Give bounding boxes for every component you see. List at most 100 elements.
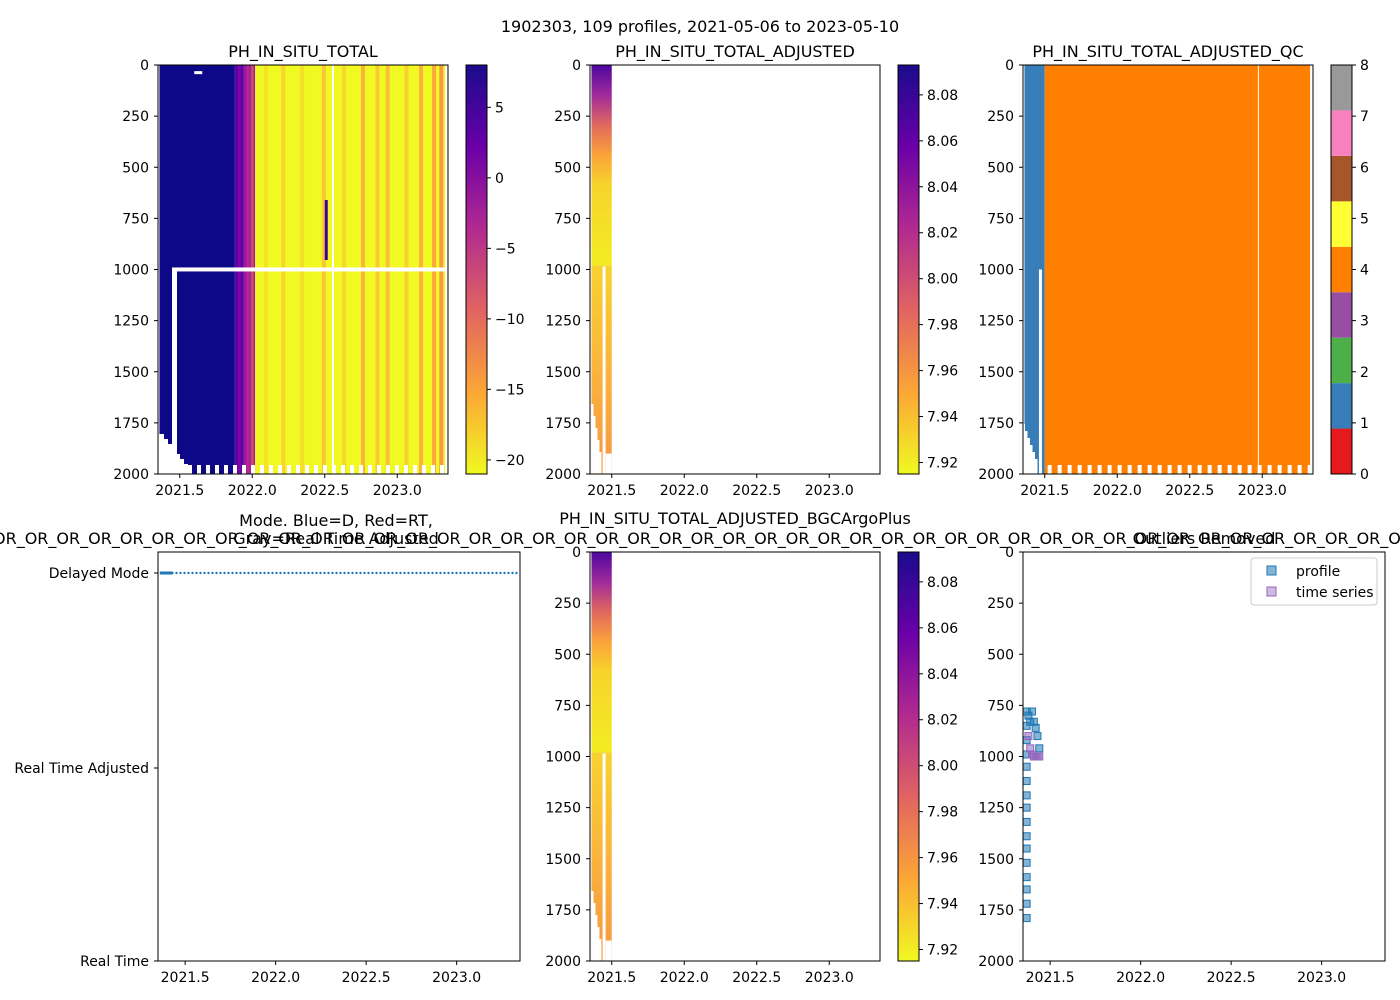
mode-point: [467, 571, 470, 575]
mode-point: [303, 571, 306, 575]
data-gap: [1227, 465, 1232, 474]
panel-ph-in-situ-total: PH_IN_SITU_TOTAL 2021.5 2022.0 2022.5 2023.…: [113, 42, 524, 499]
mode-point: [203, 571, 206, 575]
data-gap: [1177, 465, 1182, 474]
outlier-point: [1024, 732, 1033, 741]
mode-point: [287, 571, 290, 575]
x-tick-label: 2022.5: [300, 483, 349, 499]
colorbar-tick-label: 8.00: [927, 272, 958, 288]
data-gap: [1197, 465, 1202, 474]
data-gap: [278, 465, 282, 474]
data-gap: [332, 65, 334, 474]
mode-point: [443, 571, 446, 575]
y-tick-label: 1250: [545, 314, 581, 330]
y-tick-label: 0: [572, 545, 581, 561]
outlier-point: [1022, 777, 1031, 786]
mode-point: [227, 571, 230, 575]
x-tick-label: 2022.5: [1207, 970, 1256, 986]
colorbar-tick-label: −5: [495, 241, 516, 257]
data-gap: [605, 940, 612, 961]
overlay-text: OR_OR_OR_OR_OR_OR_OR_OR_OR_OR_OR_OR_OR_O…: [0, 529, 1400, 549]
panel-title: PH_IN_SITU_TOTAL: [228, 42, 378, 62]
panel-title-line2: Gray=Real Time Adjusted: [233, 529, 439, 548]
mode-point: [419, 571, 422, 575]
data-gap: [350, 465, 354, 474]
colorbar-tick-label: −20: [495, 453, 525, 469]
mode-point: [327, 571, 330, 575]
mode-point: [187, 571, 190, 575]
data-gap: [269, 465, 273, 474]
y-tick-label: 1750: [545, 903, 581, 919]
data-gap: [233, 465, 237, 474]
colorbar-tick-label: 2: [1360, 365, 1369, 381]
mode-point: [383, 571, 386, 575]
colorbar-tick-label: 5: [495, 100, 504, 116]
x-tick-label: 2022.0: [1116, 970, 1165, 986]
mode-point: [319, 571, 322, 575]
colorbar-tick-label: 7.92: [927, 456, 958, 472]
colorbar-tick-label: 8.06: [927, 134, 958, 150]
data-gap: [1247, 465, 1252, 474]
mode-point: [491, 571, 494, 575]
mode-point: [495, 571, 498, 575]
panel-title: Outliers Removed: [1133, 529, 1276, 548]
x-tick-label: 2022.0: [660, 970, 709, 986]
y-tick-label: 1000: [113, 263, 149, 279]
y-category-label: Real Time: [80, 954, 149, 970]
colorbar-tick-label: 7.96: [927, 364, 958, 380]
x-tick-label: 2022.0: [251, 970, 300, 986]
data-gap: [242, 465, 246, 474]
colorbar-tick-label: 3: [1360, 314, 1369, 330]
mode-point: [351, 571, 354, 575]
data-gap: [1147, 465, 1152, 474]
outlier-point: [1022, 914, 1031, 923]
legend-marker-time-series: [1266, 586, 1277, 597]
mode-point: [459, 571, 462, 575]
y-tick-label: 1000: [545, 263, 581, 279]
mode-point: [359, 571, 362, 575]
data-gap: [287, 465, 291, 474]
mode-point: [183, 571, 186, 575]
data-gap: [172, 269, 177, 474]
data-gap: [1097, 465, 1102, 474]
mode-point: [291, 571, 294, 575]
mode-point: [251, 571, 254, 575]
y-tick-label: 500: [554, 160, 581, 176]
mode-point: [507, 571, 510, 575]
data-gap: [158, 469, 192, 474]
colorbar-tick-label: 8.04: [927, 667, 958, 683]
data-gap: [1237, 465, 1242, 474]
x-tick-label: 2021.5: [587, 483, 636, 499]
colorbar-segment: [1331, 155, 1352, 202]
y-tick-label: 1500: [545, 365, 581, 381]
data-gap: [1217, 465, 1222, 474]
y-tick-label: 250: [554, 596, 581, 612]
x-tick-label: 2021.5: [155, 483, 204, 499]
plot-frame: [589, 551, 881, 962]
mode-point: [463, 571, 466, 575]
x-tick-label: 2022.5: [1165, 483, 1214, 499]
panel-ph-adjusted-qc: PH_IN_SITU_TOTAL_ADJUSTED_QC 2021.5 2022.…: [978, 42, 1369, 499]
data-gap: [422, 465, 426, 474]
y-tick-label: 1500: [113, 365, 149, 381]
mode-point: [199, 571, 202, 575]
data-gap: [1157, 465, 1162, 474]
mode-point: [191, 571, 194, 575]
mode-point: [175, 571, 178, 575]
panel-title: PH_IN_SITU_TOTAL_ADJUSTED_QC: [1032, 42, 1303, 62]
mode-point: [315, 571, 318, 575]
x-tick-label: 2021.5: [161, 970, 210, 986]
mode-point: [487, 571, 490, 575]
data-gap: [440, 465, 444, 474]
outlier-point: [1028, 707, 1037, 716]
data-gap: [1127, 465, 1132, 474]
y-tick-label: 2000: [978, 467, 1014, 483]
y-tick-label: 750: [554, 211, 581, 227]
colorbar-tick-label: 5: [1360, 211, 1369, 227]
mode-point: [231, 571, 234, 575]
mode-point: [219, 571, 222, 575]
y-tick-label: 750: [987, 698, 1014, 714]
data-gap: [591, 939, 602, 961]
mode-point: [499, 571, 502, 575]
y-tick-label: 1750: [978, 416, 1014, 432]
